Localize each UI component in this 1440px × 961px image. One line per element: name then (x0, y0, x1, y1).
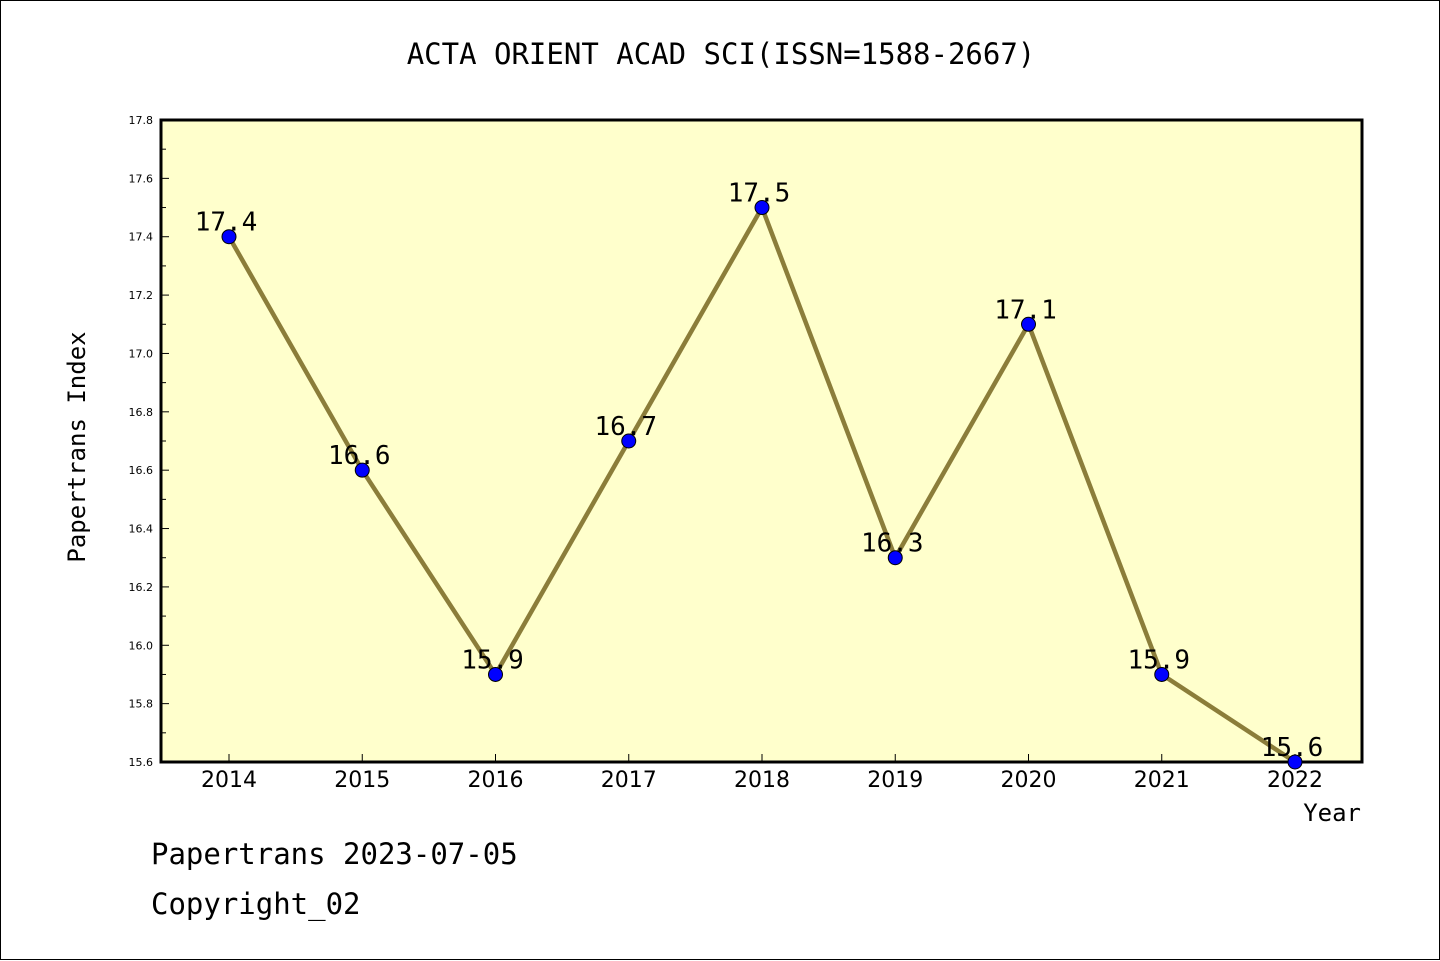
y-tick-label: 17.6 (129, 172, 154, 185)
data-point (354, 462, 370, 478)
x-tick-label: 2021 (1134, 768, 1190, 793)
data-markers (221, 200, 1303, 770)
footer-copyright: Copyright_02 (151, 887, 361, 921)
data-label: 15.9 (1127, 645, 1190, 675)
data-label: 16.7 (594, 412, 657, 442)
x-axis-label: Year (1303, 799, 1361, 827)
y-tick-label: 16.8 (129, 406, 154, 419)
data-point (1021, 316, 1036, 332)
y-tick-label: 17.4 (129, 231, 154, 244)
data-label: 17.1 (994, 295, 1057, 325)
footer-date: Papertrans 2023-07-05 (151, 837, 518, 871)
data-label: 17.4 (195, 208, 258, 238)
y-axis: 15.6 15.8 16.0 16.2 16.4 16.6 16.8 17.0 17.2 17.4… (129, 114, 169, 769)
x-tick-label: 2019 (867, 768, 923, 793)
x-tick-label: 2017 (601, 768, 657, 793)
y-tick-label: 16.0 (129, 639, 154, 652)
x-tick-label: 2022 (1267, 768, 1323, 793)
data-point (488, 666, 503, 682)
x-axis: 2014 2015 2016 2017 2018 2019 2020 2021 2022 (201, 754, 1323, 793)
x-tick-label: 2016 (468, 768, 524, 793)
y-tick-label: 16.6 (129, 464, 154, 477)
data-label: 16.6 (328, 441, 391, 471)
y-tick-label: 15.8 (129, 698, 154, 711)
x-tick-label: 2015 (334, 768, 390, 793)
data-point (1154, 666, 1170, 682)
data-point (1287, 754, 1303, 770)
plot-area (159, 118, 1364, 764)
data-label: 15.6 (1261, 733, 1324, 763)
y-axis-label: Papertrans Index (63, 331, 91, 562)
y-tick-label: 17.2 (129, 289, 154, 302)
x-tick-label: 2020 (1001, 768, 1057, 793)
x-tick-label: 2014 (201, 768, 257, 793)
y-tick-label: 15.6 (129, 756, 154, 769)
data-point (754, 200, 770, 216)
y-tick-label: 16.4 (129, 523, 154, 536)
data-labels: 17.4 16.6 15.9 16.7 17.5 16.3 17.1 15.9 15.6 (195, 179, 1324, 763)
data-point (621, 433, 637, 449)
data-label: 15.9 (461, 645, 524, 675)
x-tick-label: 2018 (734, 768, 790, 793)
data-label: 17.5 (728, 179, 791, 209)
chart-title: ACTA ORIENT ACAD SCI(ISSN=1588-2667) (406, 37, 1036, 71)
y-tick-label: 17.0 (129, 347, 154, 360)
data-label: 16.3 (861, 529, 924, 559)
data-point (221, 229, 237, 245)
data-point (887, 550, 903, 566)
y-tick-label: 17.8 (129, 114, 154, 127)
y-tick-label: 16.2 (129, 581, 154, 594)
